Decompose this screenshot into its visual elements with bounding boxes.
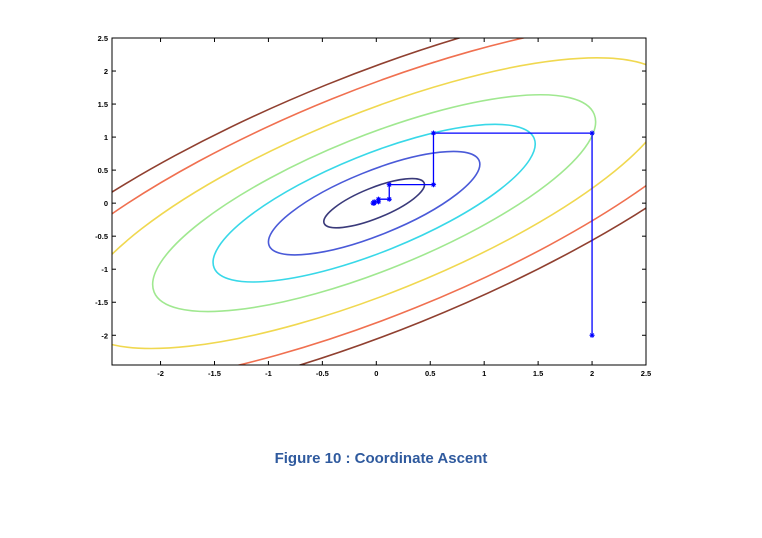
contour-level-1 — [323, 177, 426, 229]
y-tick-label: -0.5 — [95, 232, 108, 241]
x-tick-label: 1.5 — [533, 369, 543, 378]
y-tick-label: 1.5 — [98, 100, 108, 109]
x-tick-label: 0.5 — [425, 369, 435, 378]
ascent-path — [370, 130, 595, 338]
plot-frame — [111, 37, 647, 366]
x-tick-label: 0 — [374, 369, 378, 378]
contour-level-6 — [112, 38, 646, 365]
path-point-marker — [370, 200, 376, 206]
path-point-marker — [430, 182, 437, 188]
axis-ticks: -2 -1.5 -1 -0.5 0 0.5 1 1.5 2 2.5 -2 -1.5 -1 -0.5 0 0.5… — [95, 34, 651, 378]
path-point-marker — [386, 196, 392, 202]
path-point-marker — [386, 182, 392, 188]
y-tick-label: -2 — [101, 331, 108, 340]
x-tick-label: -1.5 — [208, 369, 221, 378]
y-tick-label: 0.5 — [98, 166, 108, 175]
x-tick-label: 2 — [590, 369, 594, 378]
figure-caption: Figure 10 : Coordinate Ascent — [274, 450, 488, 467]
contour-level-2 — [267, 150, 481, 256]
path-point-marker — [375, 196, 382, 202]
y-tick-label: 0 — [104, 199, 108, 208]
contour-level-5 — [112, 57, 646, 350]
x-tick-label: -2 — [157, 369, 164, 378]
contour-level-3 — [212, 123, 537, 283]
x-tick-label: -0.5 — [316, 369, 329, 378]
contour-level-7 — [112, 38, 646, 365]
y-tick-label: 1 — [104, 133, 108, 142]
y-tick-label: 2.5 — [98, 34, 108, 43]
y-tick-label: 2 — [104, 67, 108, 76]
contour-lines — [112, 38, 646, 365]
contour-level-4 — [151, 93, 597, 313]
path-point-marker — [375, 199, 382, 205]
path-point-marker — [589, 332, 595, 338]
path-point-marker — [589, 130, 595, 136]
x-tick-label: -1 — [265, 369, 272, 378]
contour-plot: -2 -1.5 -1 -0.5 0 0.5 1 1.5 2 2.5 -2 -1.5 -1 -0.5 0 0.5… — [95, 34, 651, 378]
path-point-marker — [430, 130, 437, 136]
y-tick-label: -1 — [101, 265, 108, 274]
x-tick-label: 1 — [482, 369, 486, 378]
x-tick-label: 2.5 — [641, 369, 651, 378]
y-tick-label: -1.5 — [95, 298, 108, 307]
